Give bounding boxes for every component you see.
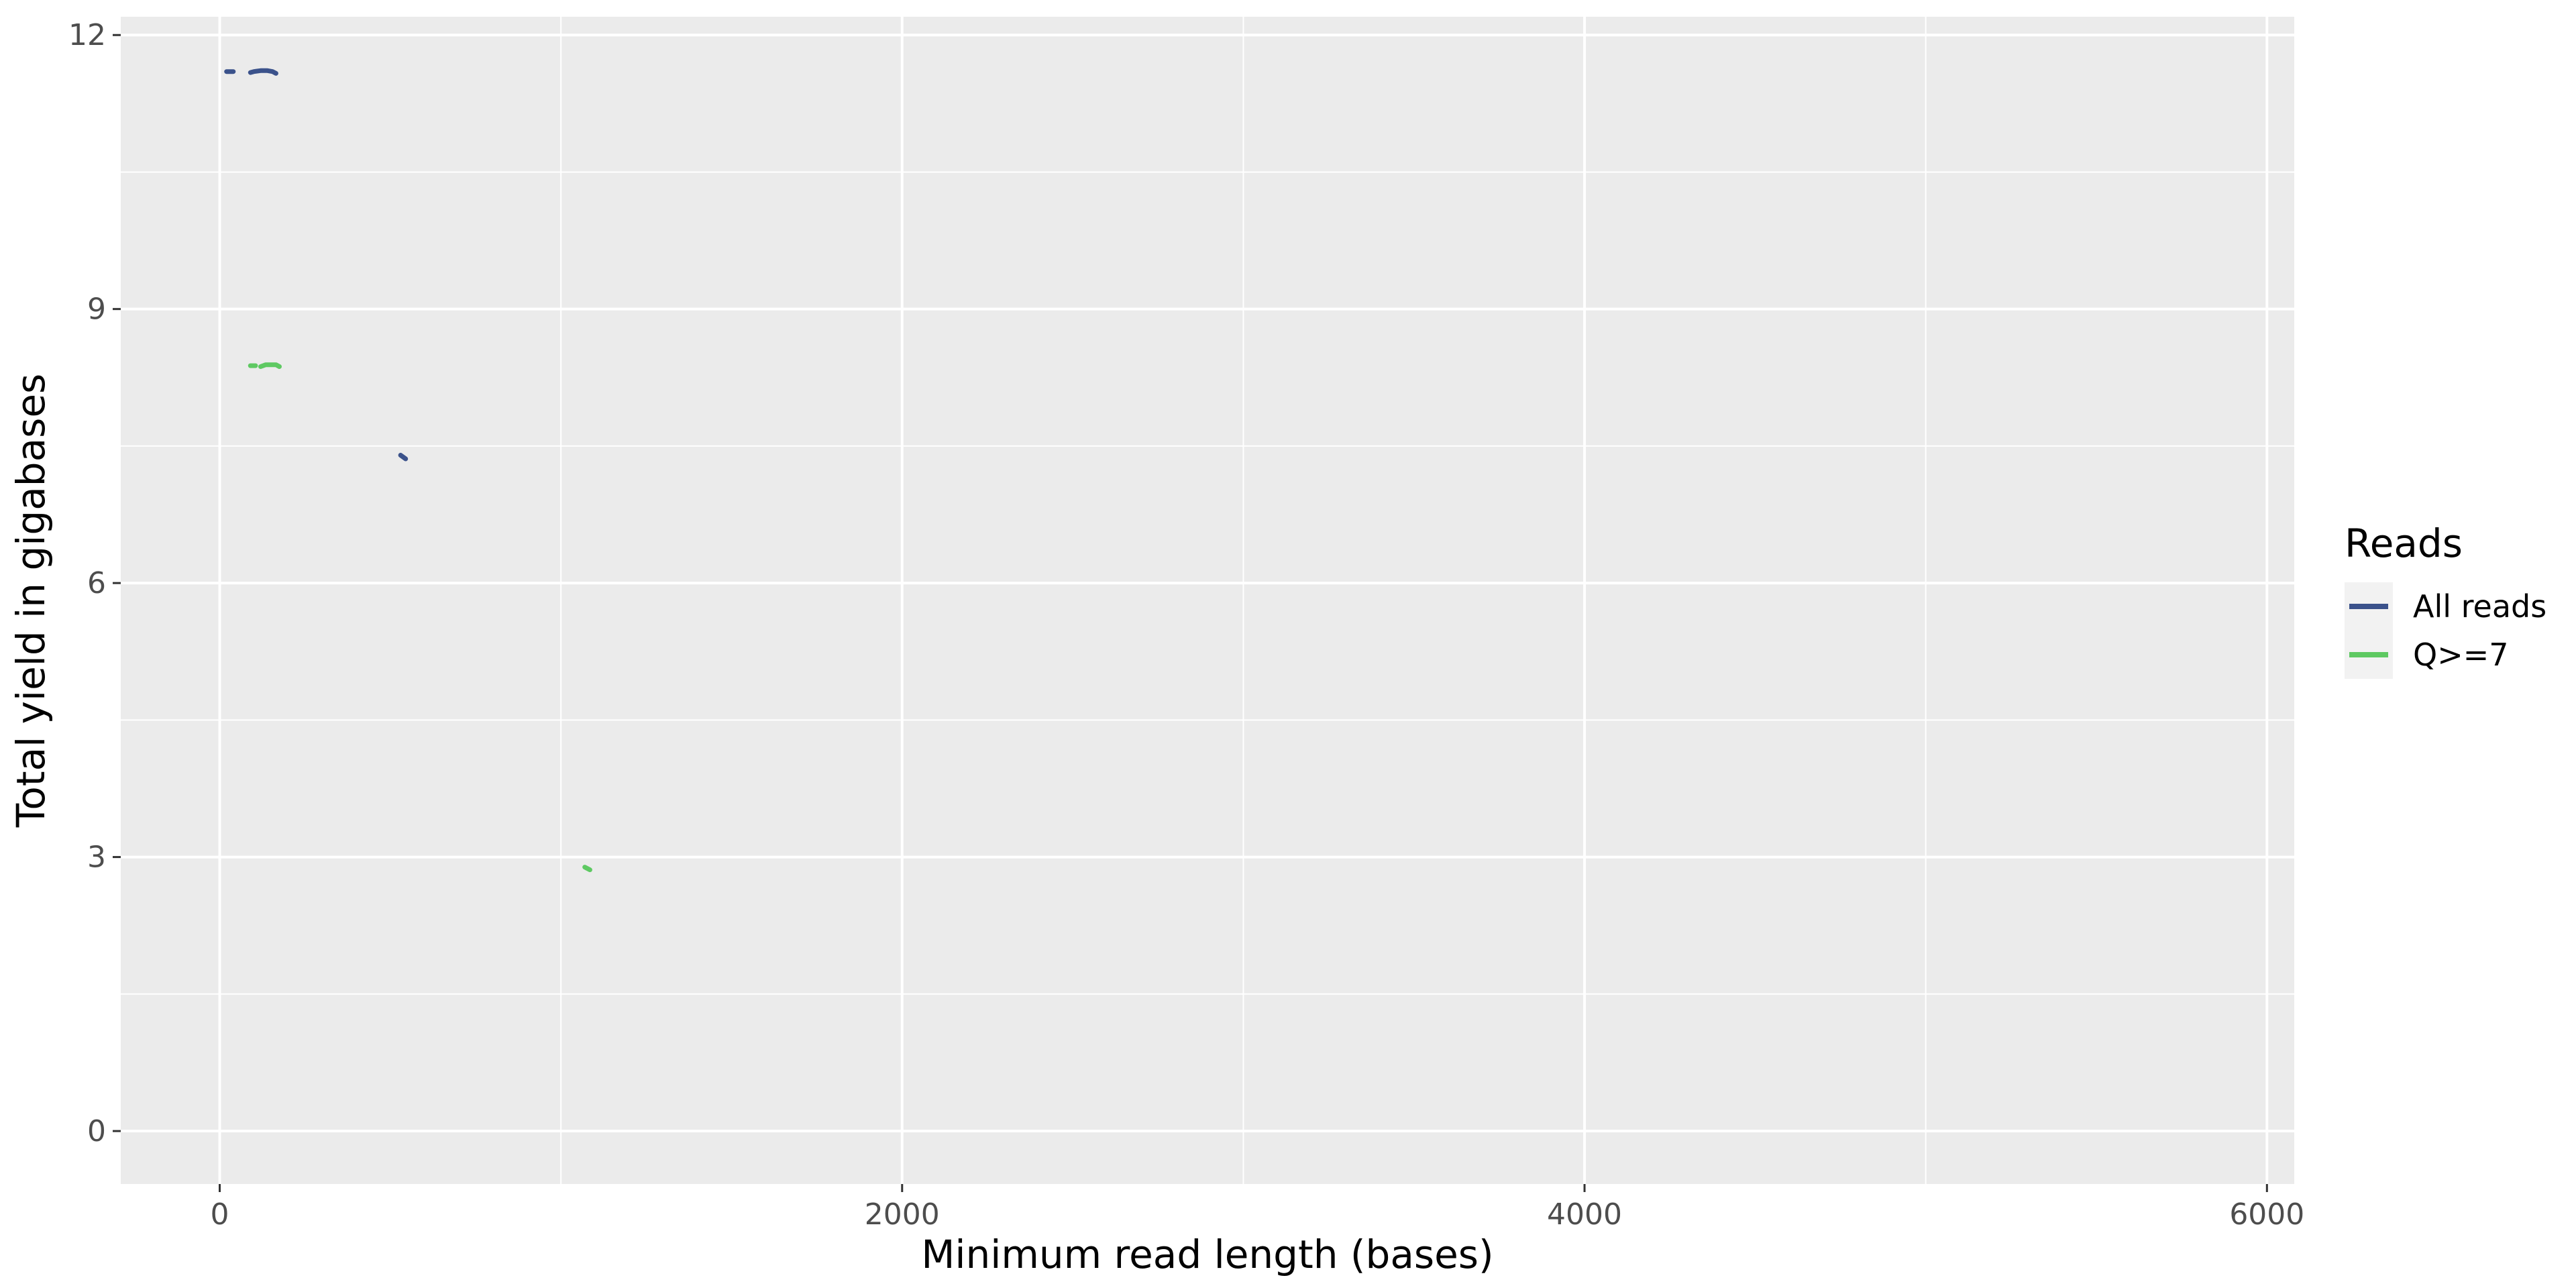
grid-major: [121, 17, 2294, 1184]
series-0-segment-2: [398, 453, 409, 462]
x-tick-label: 6000: [2229, 1197, 2304, 1232]
x-axis-title: Minimum read length (bases): [921, 1232, 1493, 1277]
x-tick-label: 0: [211, 1197, 229, 1232]
y-tick-label: 12: [68, 18, 106, 52]
series-1-segment-2: [582, 865, 592, 873]
x-tick-label: 2000: [865, 1197, 940, 1232]
axis-ticks: [113, 34, 2268, 1192]
series-layer: [224, 68, 592, 873]
y-tick-label: 6: [87, 566, 106, 600]
y-tick-label: 3: [87, 841, 106, 875]
y-tick-label: 9: [87, 292, 106, 327]
legend: Reads All reads Q>=7: [2345, 521, 2546, 679]
legend-label-all-reads: All reads: [2413, 588, 2546, 625]
series-1-segment-1: [258, 362, 282, 369]
plot-panel: [121, 17, 2294, 1184]
legend-title: Reads: [2345, 521, 2463, 566]
legend-label-q7: Q>=7: [2413, 637, 2509, 673]
x-tick-label: 4000: [1547, 1197, 1622, 1232]
grid-minor: [121, 17, 2294, 1184]
tick-labels: 0 2000 4000 6000 0 3 6 9 12: [68, 18, 2304, 1232]
y-axis-title: Total yield in gigabases: [8, 374, 54, 828]
y-tick-label: 0: [87, 1114, 106, 1148]
series-0-segment-1: [248, 68, 278, 76]
